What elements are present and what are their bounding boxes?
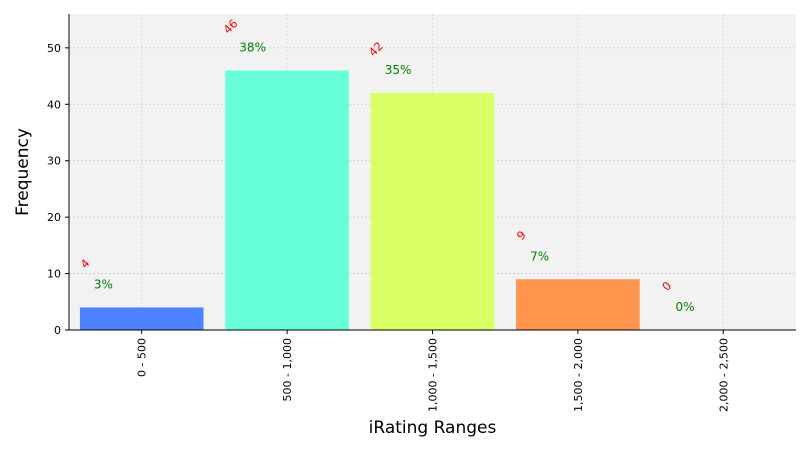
y-tick-label: 0 xyxy=(54,324,61,337)
axes: 0 10 20 30 40 50 0 - 500 500 - 1,000 1,000 - 1,5… xyxy=(47,14,796,412)
y-tick-label: 40 xyxy=(47,98,61,111)
bar xyxy=(370,93,495,330)
y-axis-title: Frequency xyxy=(13,128,33,216)
bar xyxy=(516,279,640,330)
percent-label: 38% xyxy=(239,40,266,54)
percent-label: 7% xyxy=(530,249,549,263)
percent-label: 0% xyxy=(676,300,695,314)
x-tick-label: 1,000 - 1,500 xyxy=(427,338,440,412)
x-axis-title: iRating Ranges xyxy=(369,418,497,438)
x-tick-label: 0 - 500 xyxy=(136,338,149,377)
x-tick-label: 1,500 - 2,000 xyxy=(572,338,585,412)
percent-label: 3% xyxy=(94,277,113,291)
x-tick-label: 500 - 1,000 xyxy=(281,338,294,401)
bar xyxy=(225,70,349,330)
bar xyxy=(79,307,204,330)
y-tick-label: 20 xyxy=(47,211,61,224)
x-tick-label: 2,000 - 2,500 xyxy=(717,338,730,412)
percent-label: 35% xyxy=(385,63,412,77)
bars xyxy=(79,70,640,330)
y-tick-label: 10 xyxy=(47,268,61,281)
y-tick-label: 50 xyxy=(47,42,61,55)
y-tick-label: 30 xyxy=(47,155,61,168)
